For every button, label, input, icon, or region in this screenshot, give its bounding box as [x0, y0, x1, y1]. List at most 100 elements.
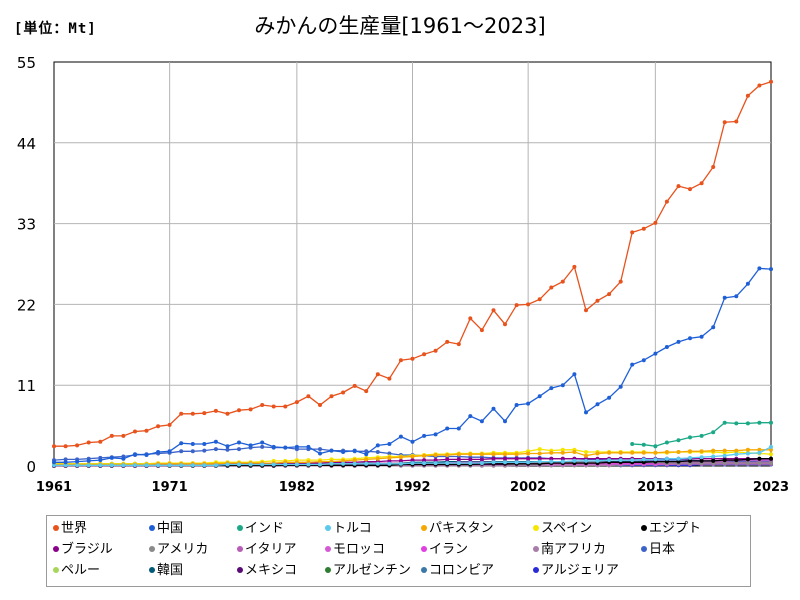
series-4-point [560, 450, 565, 455]
series-2-point [722, 420, 727, 425]
legend-marker [325, 525, 331, 531]
legend-item: モロッコ [325, 541, 385, 559]
series-1-point [133, 452, 137, 457]
series-1-point [63, 460, 68, 465]
series-3-point [711, 454, 716, 459]
series-0-point [398, 358, 403, 363]
legend-item: イラン [421, 541, 468, 559]
series-4-point [537, 451, 542, 456]
legend-marker [421, 525, 427, 531]
series-6-point [757, 456, 762, 461]
y-tick-label: 0 [26, 458, 36, 476]
series-0-point [549, 285, 554, 290]
x-tick-label: 1982 [279, 480, 315, 495]
series-3-point [398, 461, 403, 466]
series-1-point [98, 458, 103, 463]
legend-label: ブラジル [61, 542, 113, 557]
legend-marker [325, 546, 331, 552]
legend-item: 世界 [53, 520, 87, 538]
series-0-point [722, 120, 727, 125]
series-0-point [190, 411, 195, 416]
series-3-point [260, 462, 265, 467]
series-1-point [491, 406, 496, 411]
series-3-point [410, 461, 415, 466]
series-3-point [306, 462, 311, 467]
series-0-point [641, 226, 646, 231]
y-tick-label: 44 [17, 135, 36, 153]
series-7-point [549, 456, 554, 461]
series-4-point [699, 449, 704, 454]
series-4-point [630, 450, 635, 455]
series-3-point [202, 463, 207, 468]
series-3-point [52, 463, 56, 468]
series-1-point [537, 394, 542, 399]
series-13-point [202, 448, 207, 453]
series-5-point [537, 447, 542, 452]
series-7-point [526, 456, 531, 461]
series-0-point [491, 308, 496, 313]
series-0-point [133, 429, 137, 434]
series-4-point [479, 452, 484, 457]
legend-label: 中国 [157, 521, 184, 536]
series-1-point [283, 445, 288, 450]
series-3-point [109, 463, 114, 468]
series-0-point [237, 408, 241, 413]
series-0-point [364, 389, 369, 394]
legend-label: アメリカ [157, 542, 209, 557]
series-1-point [398, 434, 403, 439]
series-3-point [653, 457, 658, 462]
series-3-point [329, 461, 334, 466]
legend-label: エジプト [649, 521, 702, 536]
series-3-point [433, 461, 438, 466]
series-3-point [144, 463, 149, 468]
series-7-point [514, 456, 519, 461]
series-0-point [294, 400, 299, 405]
legend-item: アルジェリア [533, 562, 619, 580]
series-13-point [364, 449, 369, 454]
series-1-point [711, 325, 716, 330]
legend-item: トルコ [325, 520, 372, 538]
series-0-point [352, 383, 357, 388]
series-3-point [699, 455, 704, 460]
series-6-point [769, 456, 773, 461]
series-8-point [757, 461, 762, 466]
series-0-point [121, 433, 126, 438]
series-4-point [503, 452, 507, 457]
series-1-point [734, 294, 739, 299]
series-4-point [572, 450, 577, 454]
x-tick-label: 1971 [152, 480, 188, 495]
series-13-point [260, 444, 265, 449]
series-4-point [549, 450, 554, 455]
series-2-point [630, 442, 635, 446]
series-3-point [688, 455, 692, 460]
series-1-point [387, 442, 392, 446]
legend-marker [325, 567, 331, 573]
legend-marker [149, 546, 155, 552]
series-0-point [248, 407, 253, 412]
series-3-point [121, 463, 126, 468]
series-3-point [572, 458, 577, 463]
series-8-point [769, 461, 773, 466]
series-0-point [271, 404, 276, 409]
legend-marker [53, 567, 59, 573]
series-0-point [422, 352, 427, 357]
series-3-point [225, 462, 230, 467]
series-2-point [711, 430, 716, 435]
series-4-point [688, 449, 692, 454]
series-3-point [595, 458, 600, 463]
series-7-point [468, 457, 473, 462]
series-1-point [699, 334, 704, 339]
series-6-point [641, 460, 646, 465]
series-0-point [156, 424, 161, 429]
series-0-point [410, 356, 415, 361]
series-6-point [699, 458, 704, 463]
series-3-point [757, 450, 762, 455]
series-8-point [734, 461, 739, 466]
legend-marker [533, 567, 539, 573]
series-3-point [722, 453, 727, 458]
series-1 [52, 266, 773, 465]
series-1-point [294, 444, 299, 449]
series-0-point [202, 411, 207, 416]
series-1-point [352, 448, 357, 453]
